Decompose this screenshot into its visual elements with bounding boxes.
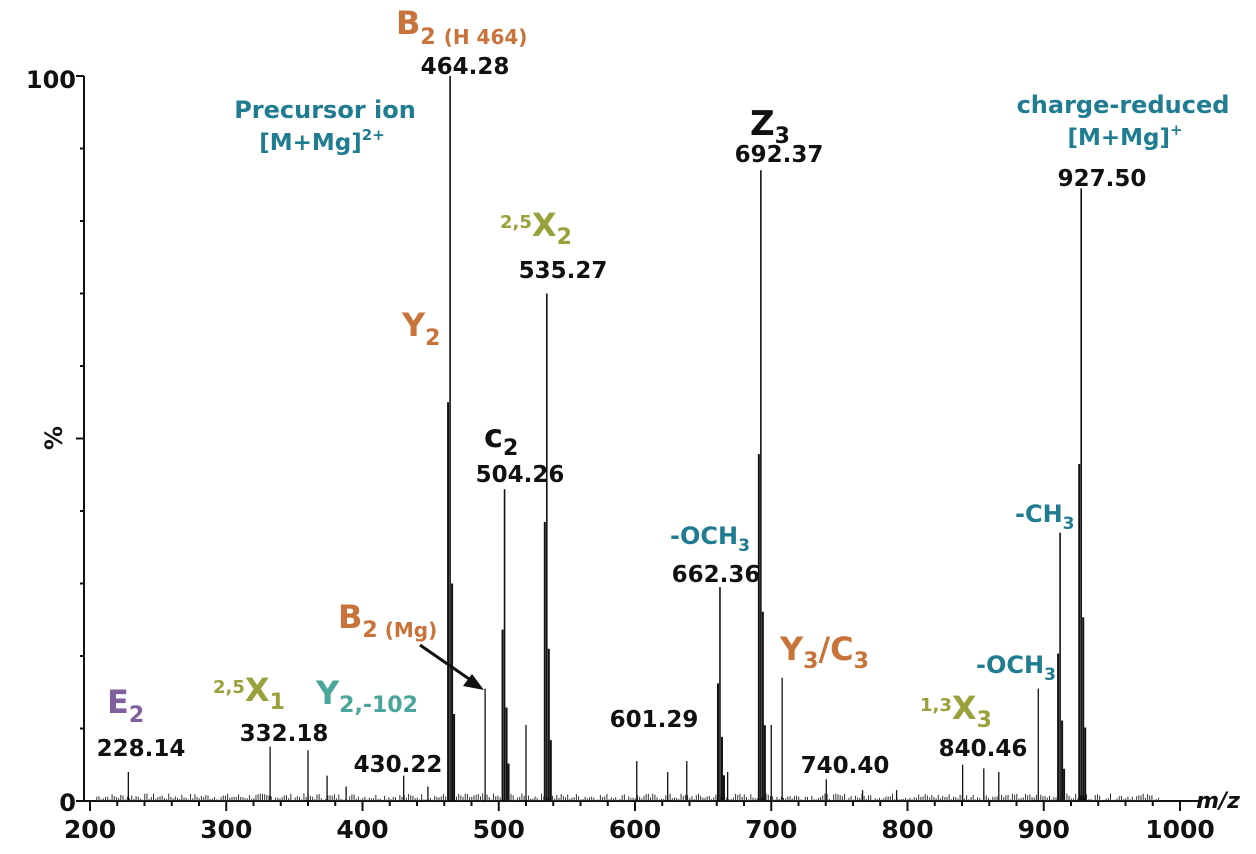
annotation-x25-2: 2,5X2 bbox=[500, 206, 572, 250]
fragment-annotations: B2 (H 464) Precursor ion [M+Mg]2+ Z3 char… bbox=[107, 4, 1229, 733]
mass-label-927: 927.50 bbox=[1058, 166, 1147, 192]
mass-labels: 228.14 332.18 430.22 464.28 504.26 535.2… bbox=[97, 54, 1147, 779]
noise-peaks bbox=[96, 793, 1159, 801]
annotation-b2-mg: B2 (Mg) bbox=[338, 598, 437, 643]
annotation-och3-896: -OCH3 bbox=[976, 651, 1056, 685]
annotation-precursor-line1: Precursor ion bbox=[234, 96, 416, 124]
annotation-y2: Y2 bbox=[401, 306, 440, 351]
spectrum-peaks bbox=[127, 76, 1087, 801]
mass-label-840: 840.46 bbox=[939, 736, 1028, 762]
annotation-charge-reduced-line1: charge-reduced bbox=[1017, 91, 1230, 119]
annotation-x25-1: 2,5X1 bbox=[213, 671, 285, 715]
y-tick-label-100: 100 bbox=[26, 66, 76, 94]
annotation-z3: Z3 bbox=[750, 104, 790, 149]
b2-mg-arrow bbox=[419, 643, 484, 690]
mass-label-601: 601.29 bbox=[610, 707, 699, 733]
mass-label-228: 228.14 bbox=[97, 736, 186, 762]
mass-label-332: 332.18 bbox=[240, 721, 329, 747]
annotation-x13-3: 1,3X3 bbox=[920, 689, 992, 733]
mass-label-430: 430.22 bbox=[354, 752, 443, 778]
x-tick-label: 300 bbox=[200, 815, 252, 844]
mass-label-535: 535.27 bbox=[519, 258, 608, 284]
x-tick-label: 500 bbox=[473, 815, 525, 844]
y-tick-label-0: 0 bbox=[59, 789, 76, 817]
annotation-och3-662: -OCH3 bbox=[670, 522, 750, 556]
annotation-y3-c3: Y3/C3 bbox=[779, 630, 869, 674]
x-tick-labels: 200 300 400 500 600 700 800 900 1000 bbox=[64, 815, 1215, 844]
annotation-precursor-line2: [M+Mg]2+ bbox=[259, 126, 385, 156]
x-axis-label: m/z bbox=[1196, 789, 1240, 814]
annotation-c2: c2 bbox=[484, 417, 518, 461]
x-tick-label: 600 bbox=[609, 815, 661, 844]
x-tick-label: 1000 bbox=[1145, 815, 1215, 844]
annotation-y2-102: Y2,-102 bbox=[315, 674, 418, 718]
mass-label-692: 692.37 bbox=[735, 142, 824, 168]
x-tick-label: 400 bbox=[336, 815, 388, 844]
annotation-b2-h464: B2 (H 464) bbox=[396, 4, 527, 50]
x-tick-label: 800 bbox=[881, 815, 933, 844]
mass-label-740: 740.40 bbox=[801, 753, 890, 779]
y-axis-label: % bbox=[40, 426, 68, 450]
annotation-charge-reduced-line2: [M+Mg]+ bbox=[1067, 121, 1182, 151]
x-tick-label: 200 bbox=[64, 815, 116, 844]
mass-label-662: 662.36 bbox=[672, 562, 761, 588]
annotation-e2: E2 bbox=[107, 683, 144, 728]
mass-label-504: 504.26 bbox=[476, 462, 565, 488]
x-tick-label: 900 bbox=[1018, 815, 1070, 844]
axis-ticks bbox=[76, 75, 1181, 811]
mass-label-464: 464.28 bbox=[421, 54, 510, 80]
x-tick-label: 700 bbox=[745, 815, 797, 844]
annotation-ch3-912: -CH3 bbox=[1015, 500, 1075, 534]
